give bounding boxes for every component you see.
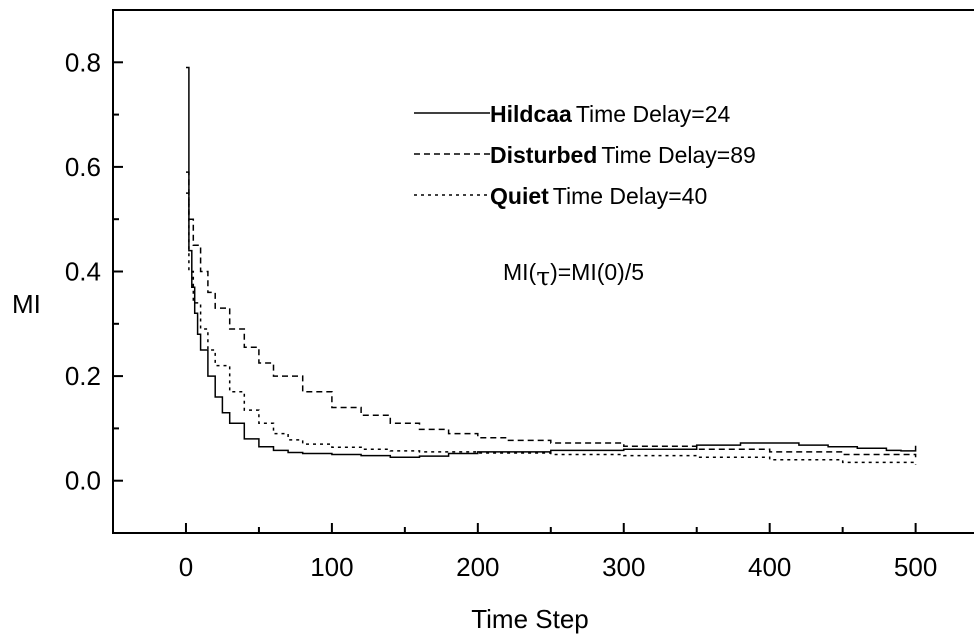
legend-time-delay: Time Delay=89 — [601, 142, 755, 168]
y-tick-label: 0.8 — [65, 47, 101, 77]
legend-series-name: Hildcaa — [490, 101, 572, 127]
y-tick-label: 0.6 — [65, 152, 101, 182]
y-axis-ticks: 0.0 0.2 0.4 0.6 0.8 — [65, 47, 123, 496]
y-tick-label: 0.0 — [65, 466, 101, 496]
legend-entry-disturbed: Disturbed Time Delay=89 — [490, 142, 756, 168]
x-tick-label: 400 — [748, 552, 791, 582]
formula-suffix: )=MI(0)/5 — [550, 259, 644, 285]
y-axis-title: MI — [12, 289, 41, 319]
formula-prefix: MI( — [503, 259, 537, 285]
legend-series-name: Disturbed — [490, 142, 597, 168]
x-tick-label: 100 — [310, 552, 353, 582]
legend-entry-hildcaa: Hildcaa Time Delay=24 — [490, 101, 731, 127]
x-axis-ticks: 0 100 200 300 400 500 — [179, 523, 937, 582]
y-tick-label: 0.2 — [65, 361, 101, 391]
y-tick-label: 0.4 — [65, 257, 101, 287]
series-lines — [186, 66, 917, 465]
tau-symbol: τ — [536, 262, 550, 291]
legend-time-delay: Time Delay=40 — [553, 183, 707, 209]
legend-time-delay: Time Delay=24 — [576, 101, 731, 127]
series-line-disturbed — [186, 171, 917, 458]
x-tick-label: 200 — [456, 552, 499, 582]
legend-series-name: Quiet — [490, 183, 549, 209]
formula-annotation: MI(τ)=MI(0)/5 — [503, 259, 644, 291]
series-line-hildcaa — [186, 66, 917, 458]
x-axis-title: Time Step — [471, 604, 589, 634]
legend-entry-quiet: Quiet Time Delay=40 — [490, 183, 707, 209]
series-line-quiet — [186, 192, 917, 465]
x-tick-label: 500 — [894, 552, 937, 582]
x-tick-label: 0 — [179, 552, 193, 582]
x-tick-label: 300 — [602, 552, 645, 582]
